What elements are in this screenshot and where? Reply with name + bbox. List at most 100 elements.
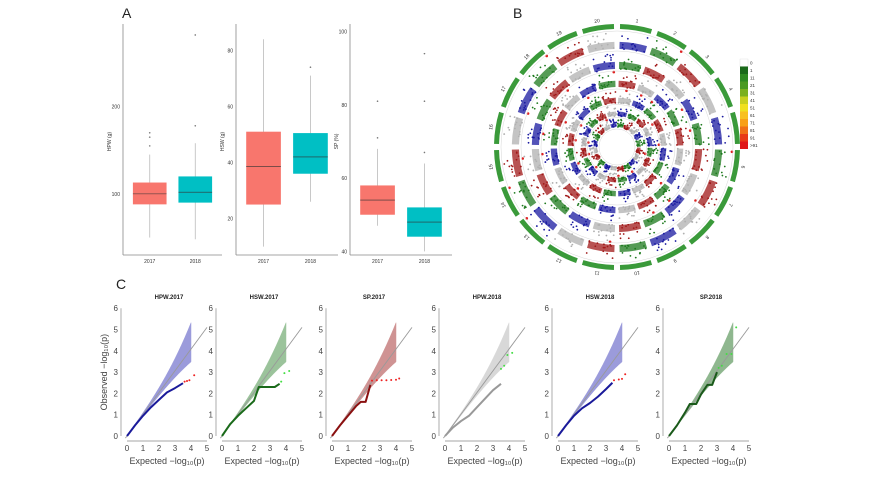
snp-point xyxy=(576,69,579,71)
manhattan-track-segment xyxy=(680,96,704,122)
snp-point xyxy=(624,170,627,173)
snp-point xyxy=(676,58,678,61)
manhattan-track-segment xyxy=(652,161,669,178)
snp-point xyxy=(657,246,660,249)
snp-point xyxy=(656,139,659,142)
observed-line xyxy=(557,382,614,437)
snp-point xyxy=(619,233,622,235)
snp-density xyxy=(629,128,636,135)
snp-point xyxy=(666,166,669,169)
snp-density xyxy=(617,176,628,183)
significant-snp xyxy=(639,94,643,97)
snp-point xyxy=(612,53,614,56)
snp-density xyxy=(666,166,680,185)
manhattan-track-segment xyxy=(629,126,640,135)
snp-point xyxy=(652,144,654,147)
snp-point xyxy=(685,152,687,154)
snp-point xyxy=(571,122,574,125)
snp-point xyxy=(619,121,622,124)
snp-point xyxy=(572,226,575,229)
outlier-point xyxy=(309,66,312,69)
snp-point xyxy=(667,99,670,102)
chromosome-label: 8 xyxy=(704,234,710,240)
snp-point xyxy=(576,204,579,207)
snp-point xyxy=(527,141,530,144)
highlighted-point xyxy=(624,373,627,376)
snp-point xyxy=(667,155,669,158)
snp-density xyxy=(579,84,598,98)
manhattan-track-segment xyxy=(530,172,553,198)
snp-density xyxy=(567,148,575,162)
snp-density xyxy=(577,107,591,121)
x-tick-label: 1 xyxy=(346,444,351,453)
snp-point xyxy=(654,64,657,67)
snp-point xyxy=(646,211,649,214)
manhattan-track-segment xyxy=(653,88,674,111)
karyotype-chr-17 xyxy=(501,77,520,108)
snp-point xyxy=(652,152,654,155)
snp-point xyxy=(578,86,581,89)
manhattan-track-segment xyxy=(646,147,659,158)
snp-point xyxy=(577,41,580,44)
snp-point xyxy=(643,121,646,124)
karyotype-chr-9 xyxy=(656,244,687,263)
snp-point xyxy=(537,195,539,198)
snp-density xyxy=(691,122,703,146)
track-ring xyxy=(587,117,647,177)
snp-point xyxy=(641,100,644,103)
snp-point xyxy=(586,123,588,125)
snp-point xyxy=(655,63,658,66)
snp-point xyxy=(610,184,613,186)
snp-point xyxy=(551,182,554,184)
snp-point xyxy=(545,86,548,89)
snp-point xyxy=(679,81,682,84)
snp-density xyxy=(635,165,646,176)
y-tick-label: 0 xyxy=(114,432,119,441)
snp-point xyxy=(507,126,510,129)
snp-point xyxy=(552,108,555,111)
snp-density xyxy=(564,183,581,200)
snp-point xyxy=(622,183,624,186)
snp-point xyxy=(566,128,568,130)
snp-density xyxy=(602,189,616,197)
manhattan-track-segment xyxy=(525,206,558,237)
snp-density xyxy=(627,172,638,181)
snp-point xyxy=(633,179,636,182)
snp-point xyxy=(530,213,532,216)
snp-point xyxy=(664,243,667,245)
manhattan-track-segment xyxy=(585,240,615,260)
snp-point xyxy=(627,237,630,240)
x-tick-label: 0 xyxy=(556,444,561,453)
snp-density xyxy=(549,194,570,215)
snp-point xyxy=(640,156,643,159)
manhattan-track-segment xyxy=(642,63,666,83)
snp-point xyxy=(536,74,539,76)
snp-point xyxy=(597,230,600,233)
karyotype-chr-5 xyxy=(730,111,740,145)
outlier-point xyxy=(376,100,379,103)
karyotype-chr-2 xyxy=(656,31,687,50)
snp-density xyxy=(631,100,646,111)
manhattan-track-segment xyxy=(551,166,568,188)
karyotype-chr-13 xyxy=(519,218,546,245)
snp-point xyxy=(706,160,709,162)
snp-density xyxy=(536,98,553,122)
snp-density xyxy=(557,47,585,67)
snp-point xyxy=(653,140,656,143)
snp-point xyxy=(611,257,614,260)
snp-density xyxy=(643,107,657,121)
highlighted-point xyxy=(390,378,393,381)
snp-point xyxy=(619,95,622,98)
snp-point xyxy=(655,84,658,87)
snp-point xyxy=(563,187,565,190)
snp-density xyxy=(649,227,677,247)
x-tick-label: 1 xyxy=(236,444,241,453)
circos-plot: 1234567891011121314151617181920 xyxy=(488,18,746,276)
x-tick-label: 2018 xyxy=(305,259,316,265)
snp-point xyxy=(626,124,629,127)
manhattan-track-segment xyxy=(633,131,643,141)
snp-density xyxy=(570,118,581,133)
